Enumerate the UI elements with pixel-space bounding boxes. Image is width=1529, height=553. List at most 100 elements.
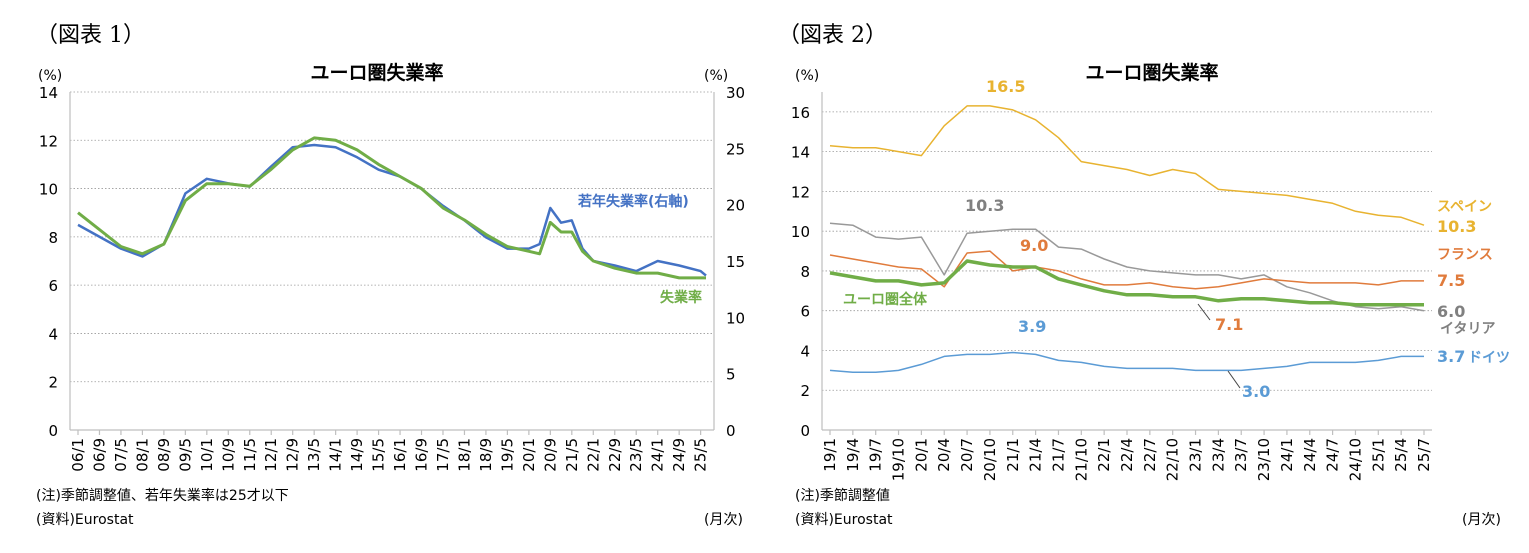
x-tick-label: 23/10 xyxy=(1255,438,1273,481)
x-tick-label: 20/1 xyxy=(912,438,930,472)
chart1-left-unit: (%) xyxy=(38,68,62,84)
legend-spain: スペイン xyxy=(1437,199,1492,215)
legend-unemployment: 失業率 xyxy=(660,289,702,306)
legend-italy: イタリア xyxy=(1440,321,1495,337)
x-tick-label: 10/9 xyxy=(219,438,237,472)
x-tick-label: 20/4 xyxy=(935,438,953,472)
annotation-france-last: 7.5 xyxy=(1437,271,1465,290)
chart1-title: ユーロ圏失業率 xyxy=(310,61,443,84)
chart2-x-unit: (月次) xyxy=(1462,512,1501,528)
x-tick-label: 20/9 xyxy=(541,438,559,472)
x-tick-label: 22/7 xyxy=(1141,438,1159,472)
y-right-tick-label: 10 xyxy=(726,309,745,327)
chart2-plot: 0 2 4 6 8 10 12 14 16 19/1 19/4 19/7 19/10 20/1 20/4 20… xyxy=(791,92,1433,481)
x-tick-label: 12/1 xyxy=(262,438,280,472)
x-tick-label: 19/5 xyxy=(498,438,516,472)
y-tick-label: 16 xyxy=(791,104,810,122)
x-tick-label: 25/7 xyxy=(1415,438,1433,472)
x-tick-label: 25/1 xyxy=(1369,438,1387,472)
series-line-1 xyxy=(829,222,1425,312)
x-tick-label: 19/7 xyxy=(867,438,885,472)
series-line-0 xyxy=(77,143,707,277)
x-tick-label: 14/1 xyxy=(327,438,345,472)
y-tick-label: 10 xyxy=(39,181,58,199)
legend-youth: 若年失業率(右軸) xyxy=(577,193,689,210)
x-tick-label: 21/10 xyxy=(1072,438,1090,481)
x-tick-label: 24/4 xyxy=(1301,438,1319,472)
y-right-tick-label: 20 xyxy=(726,197,745,215)
leader-line-germany-low xyxy=(1227,370,1241,389)
x-tick-label: 11/5 xyxy=(241,438,259,472)
y-tick-label: 12 xyxy=(791,183,810,201)
legend-germany: ドイツ xyxy=(1468,350,1510,366)
annotation-germany-low: 3.0 xyxy=(1242,382,1270,401)
x-tick-label: 16/9 xyxy=(413,438,431,472)
leader-line-france-low xyxy=(1197,303,1211,321)
y-tick-label: 0 xyxy=(800,422,810,440)
x-tick-label: 06/9 xyxy=(90,438,108,472)
x-tick-label: 22/4 xyxy=(1118,438,1136,472)
y-tick-label: 2 xyxy=(800,382,810,400)
x-tick-label: 07/5 xyxy=(112,438,130,472)
x-tick-label: 22/1 xyxy=(584,438,602,472)
figure2-label: （図表 2） xyxy=(778,23,887,48)
y-right-tick-label: 30 xyxy=(726,84,745,102)
y-right-tick-label: 15 xyxy=(726,253,745,271)
y-tick-label: 8 xyxy=(48,229,58,247)
x-tick-label: 23/1 xyxy=(1187,438,1205,472)
chart1-source: (資料)Eurostat xyxy=(36,512,134,528)
x-tick-label: 23/4 xyxy=(1209,438,1227,472)
x-tick-label: 19/4 xyxy=(844,438,862,472)
series-line-3 xyxy=(829,259,1424,307)
annotation-germany-peak: 3.9 xyxy=(1018,317,1046,336)
y-right-tick-label: 25 xyxy=(726,140,745,158)
y-tick-label: 14 xyxy=(39,84,58,102)
y-right-tick-label: 0 xyxy=(726,422,736,440)
x-tick-label: 13/5 xyxy=(305,438,323,472)
x-tick-label: 24/9 xyxy=(670,438,688,472)
x-tick-label: 14/9 xyxy=(348,438,366,472)
y-tick-label: 10 xyxy=(791,223,810,241)
x-tick-label: 06/1 xyxy=(69,438,87,472)
annotation-france-peak: 9.0 xyxy=(1020,236,1048,255)
x-tick-label: 09/5 xyxy=(176,438,194,472)
x-tick-label: 22/10 xyxy=(1164,438,1182,481)
chart2-note: (注)季節調整値 xyxy=(795,487,890,504)
x-tick-label: 20/7 xyxy=(958,438,976,472)
x-tick-label: 24/10 xyxy=(1346,438,1364,481)
x-tick-label: 17/5 xyxy=(434,438,452,472)
x-tick-label: 21/1 xyxy=(1004,438,1022,472)
y-tick-label: 14 xyxy=(791,144,810,162)
figure1-label: （図表 1） xyxy=(36,23,145,48)
x-tick-label: 22/9 xyxy=(606,438,624,472)
x-tick-label: 18/1 xyxy=(455,438,473,472)
series-line-1 xyxy=(77,136,706,280)
x-tick-label: 23/5 xyxy=(627,438,645,472)
y-tick-label: 0 xyxy=(48,422,58,440)
x-tick-label: 24/1 xyxy=(649,438,667,472)
annotation-italy-last: 6.0 xyxy=(1437,302,1465,321)
x-tick-label: 12/9 xyxy=(284,438,302,472)
x-tick-label: 21/4 xyxy=(1027,438,1045,472)
x-tick-label: 15/5 xyxy=(370,438,388,472)
y-tick-label: 2 xyxy=(48,374,58,392)
chart1-note: (注)季節調整値、若年失業率は25才以下 xyxy=(36,487,289,504)
y-right-tick-label: 5 xyxy=(726,366,736,384)
chart1-x-unit: (月次) xyxy=(704,512,743,528)
y-tick-label: 4 xyxy=(800,342,810,360)
x-tick-label: 23/7 xyxy=(1232,438,1250,472)
annotation-spain-peak: 16.5 xyxy=(986,77,1025,96)
chart1-right-unit: (%) xyxy=(704,68,728,84)
x-tick-label: 19/10 xyxy=(890,438,908,481)
x-tick-label: 24/1 xyxy=(1278,438,1296,472)
chart2-title: ユーロ圏失業率 xyxy=(1085,61,1218,84)
x-tick-label: 19/1 xyxy=(821,438,839,472)
legend-france: フランス xyxy=(1437,247,1493,263)
y-tick-label: 12 xyxy=(39,132,58,150)
annotation-france-low: 7.1 xyxy=(1215,315,1243,334)
chart2-source: (資料)Eurostat xyxy=(795,512,893,528)
series-line-0 xyxy=(829,105,1425,226)
series-line-2 xyxy=(829,250,1424,290)
annotation-italy-peak: 10.3 xyxy=(965,196,1004,215)
chart2-left-unit: (%) xyxy=(795,68,819,84)
